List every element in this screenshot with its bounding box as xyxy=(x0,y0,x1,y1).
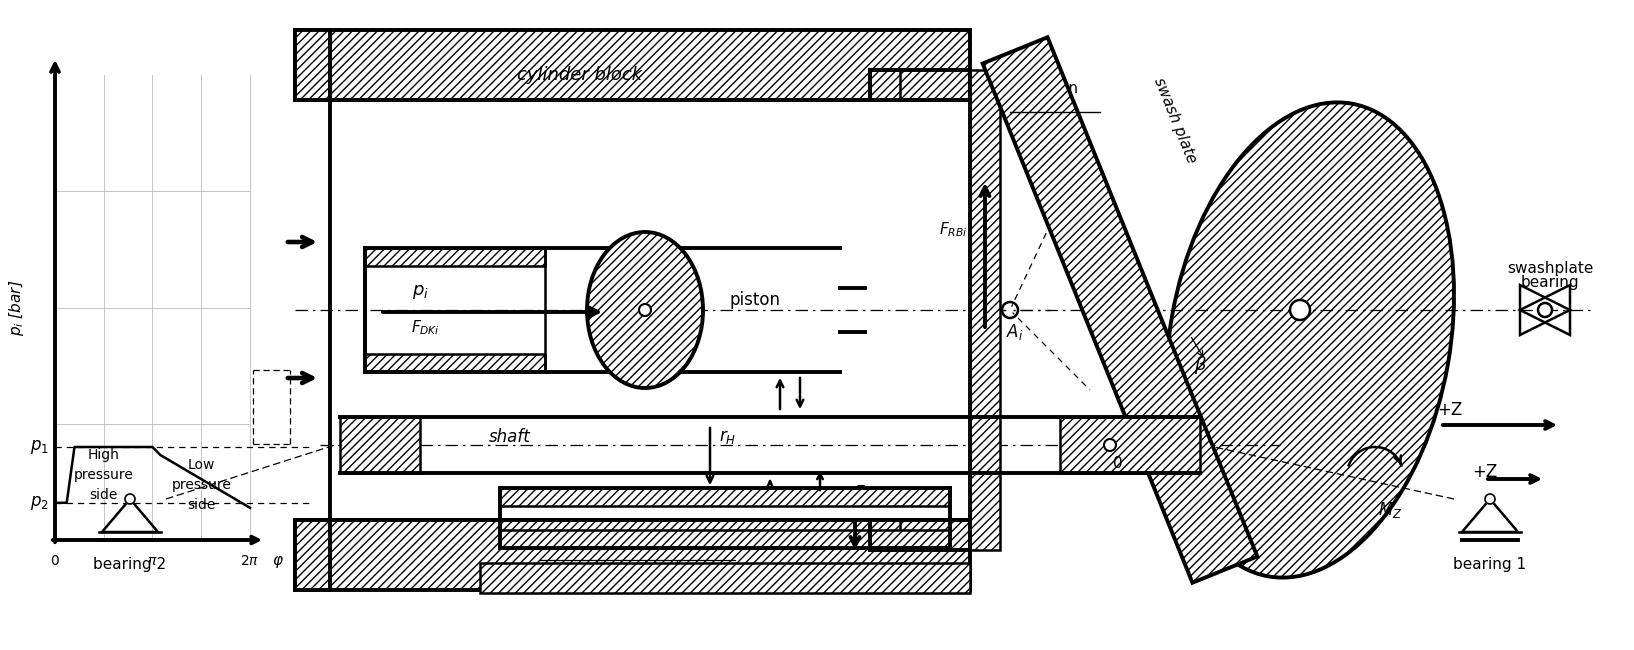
Text: $p_1$: $p_1$ xyxy=(29,438,49,456)
Text: bearing: bearing xyxy=(1521,274,1580,289)
Polygon shape xyxy=(296,30,330,100)
Text: side: side xyxy=(186,498,216,512)
Text: 0: 0 xyxy=(51,554,59,568)
Text: shoe: shoe xyxy=(1036,96,1074,111)
Circle shape xyxy=(1289,300,1310,320)
Polygon shape xyxy=(500,488,949,506)
Text: cylinder block: cylinder block xyxy=(518,66,642,84)
Text: swash plate: swash plate xyxy=(1150,75,1199,165)
Text: $F_{RHj}$: $F_{RHj}$ xyxy=(855,484,886,506)
Text: $p_i$: $p_i$ xyxy=(412,283,428,301)
Circle shape xyxy=(1485,494,1495,504)
Circle shape xyxy=(1007,307,1013,313)
Text: High: High xyxy=(88,448,119,462)
Polygon shape xyxy=(330,30,971,100)
Circle shape xyxy=(639,304,650,316)
Polygon shape xyxy=(364,354,546,372)
Polygon shape xyxy=(296,520,330,590)
Polygon shape xyxy=(1060,417,1199,473)
Text: bearing 1: bearing 1 xyxy=(1453,557,1526,572)
Polygon shape xyxy=(296,30,330,100)
Text: side: side xyxy=(90,488,118,502)
Polygon shape xyxy=(982,37,1257,582)
Text: +Z: +Z xyxy=(1438,401,1462,419)
Circle shape xyxy=(1105,439,1116,451)
Text: splined hub: splined hub xyxy=(585,576,675,591)
Text: piston: piston xyxy=(729,291,781,309)
Text: cylinder block: cylinder block xyxy=(577,560,683,575)
Text: piston: piston xyxy=(1031,81,1078,96)
Text: $A_K$: $A_K$ xyxy=(655,332,678,352)
Text: $F_{RBi}$: $F_{RBi}$ xyxy=(938,220,967,239)
Text: bearing 2: bearing 2 xyxy=(93,557,167,572)
Polygon shape xyxy=(296,520,330,590)
Polygon shape xyxy=(869,520,900,550)
Text: shaft: shaft xyxy=(489,428,531,446)
Text: $\beta$: $\beta$ xyxy=(1193,354,1206,376)
Polygon shape xyxy=(480,563,971,593)
Polygon shape xyxy=(869,70,900,100)
Text: pressure: pressure xyxy=(172,478,230,492)
Polygon shape xyxy=(500,530,949,548)
Text: 0: 0 xyxy=(1113,456,1123,471)
Text: $2\pi$: $2\pi$ xyxy=(240,554,260,568)
Text: swashplate: swashplate xyxy=(1507,261,1593,276)
Text: Low: Low xyxy=(188,458,216,472)
Polygon shape xyxy=(340,417,420,473)
Circle shape xyxy=(1538,303,1552,317)
Text: $p_i$ [bar]: $p_i$ [bar] xyxy=(8,280,26,336)
Polygon shape xyxy=(330,520,971,590)
Text: $\varphi$: $\varphi$ xyxy=(273,554,284,570)
Polygon shape xyxy=(971,70,1000,550)
Circle shape xyxy=(124,494,136,504)
Text: $M_Z$: $M_Z$ xyxy=(1377,500,1402,520)
Ellipse shape xyxy=(1167,103,1454,578)
Text: $A_i$: $A_i$ xyxy=(1007,322,1025,342)
Polygon shape xyxy=(364,248,546,266)
Text: pressure: pressure xyxy=(74,468,134,482)
Text: $p_e$: $p_e$ xyxy=(980,66,1000,84)
Text: +Z: +Z xyxy=(1472,463,1498,481)
Text: $\pi$: $\pi$ xyxy=(147,554,158,568)
Ellipse shape xyxy=(587,232,703,388)
Text: $r_H$: $r_H$ xyxy=(719,428,737,446)
Text: $p_2$: $p_2$ xyxy=(29,494,49,512)
Text: $F_{DKi}$: $F_{DKi}$ xyxy=(410,318,440,337)
